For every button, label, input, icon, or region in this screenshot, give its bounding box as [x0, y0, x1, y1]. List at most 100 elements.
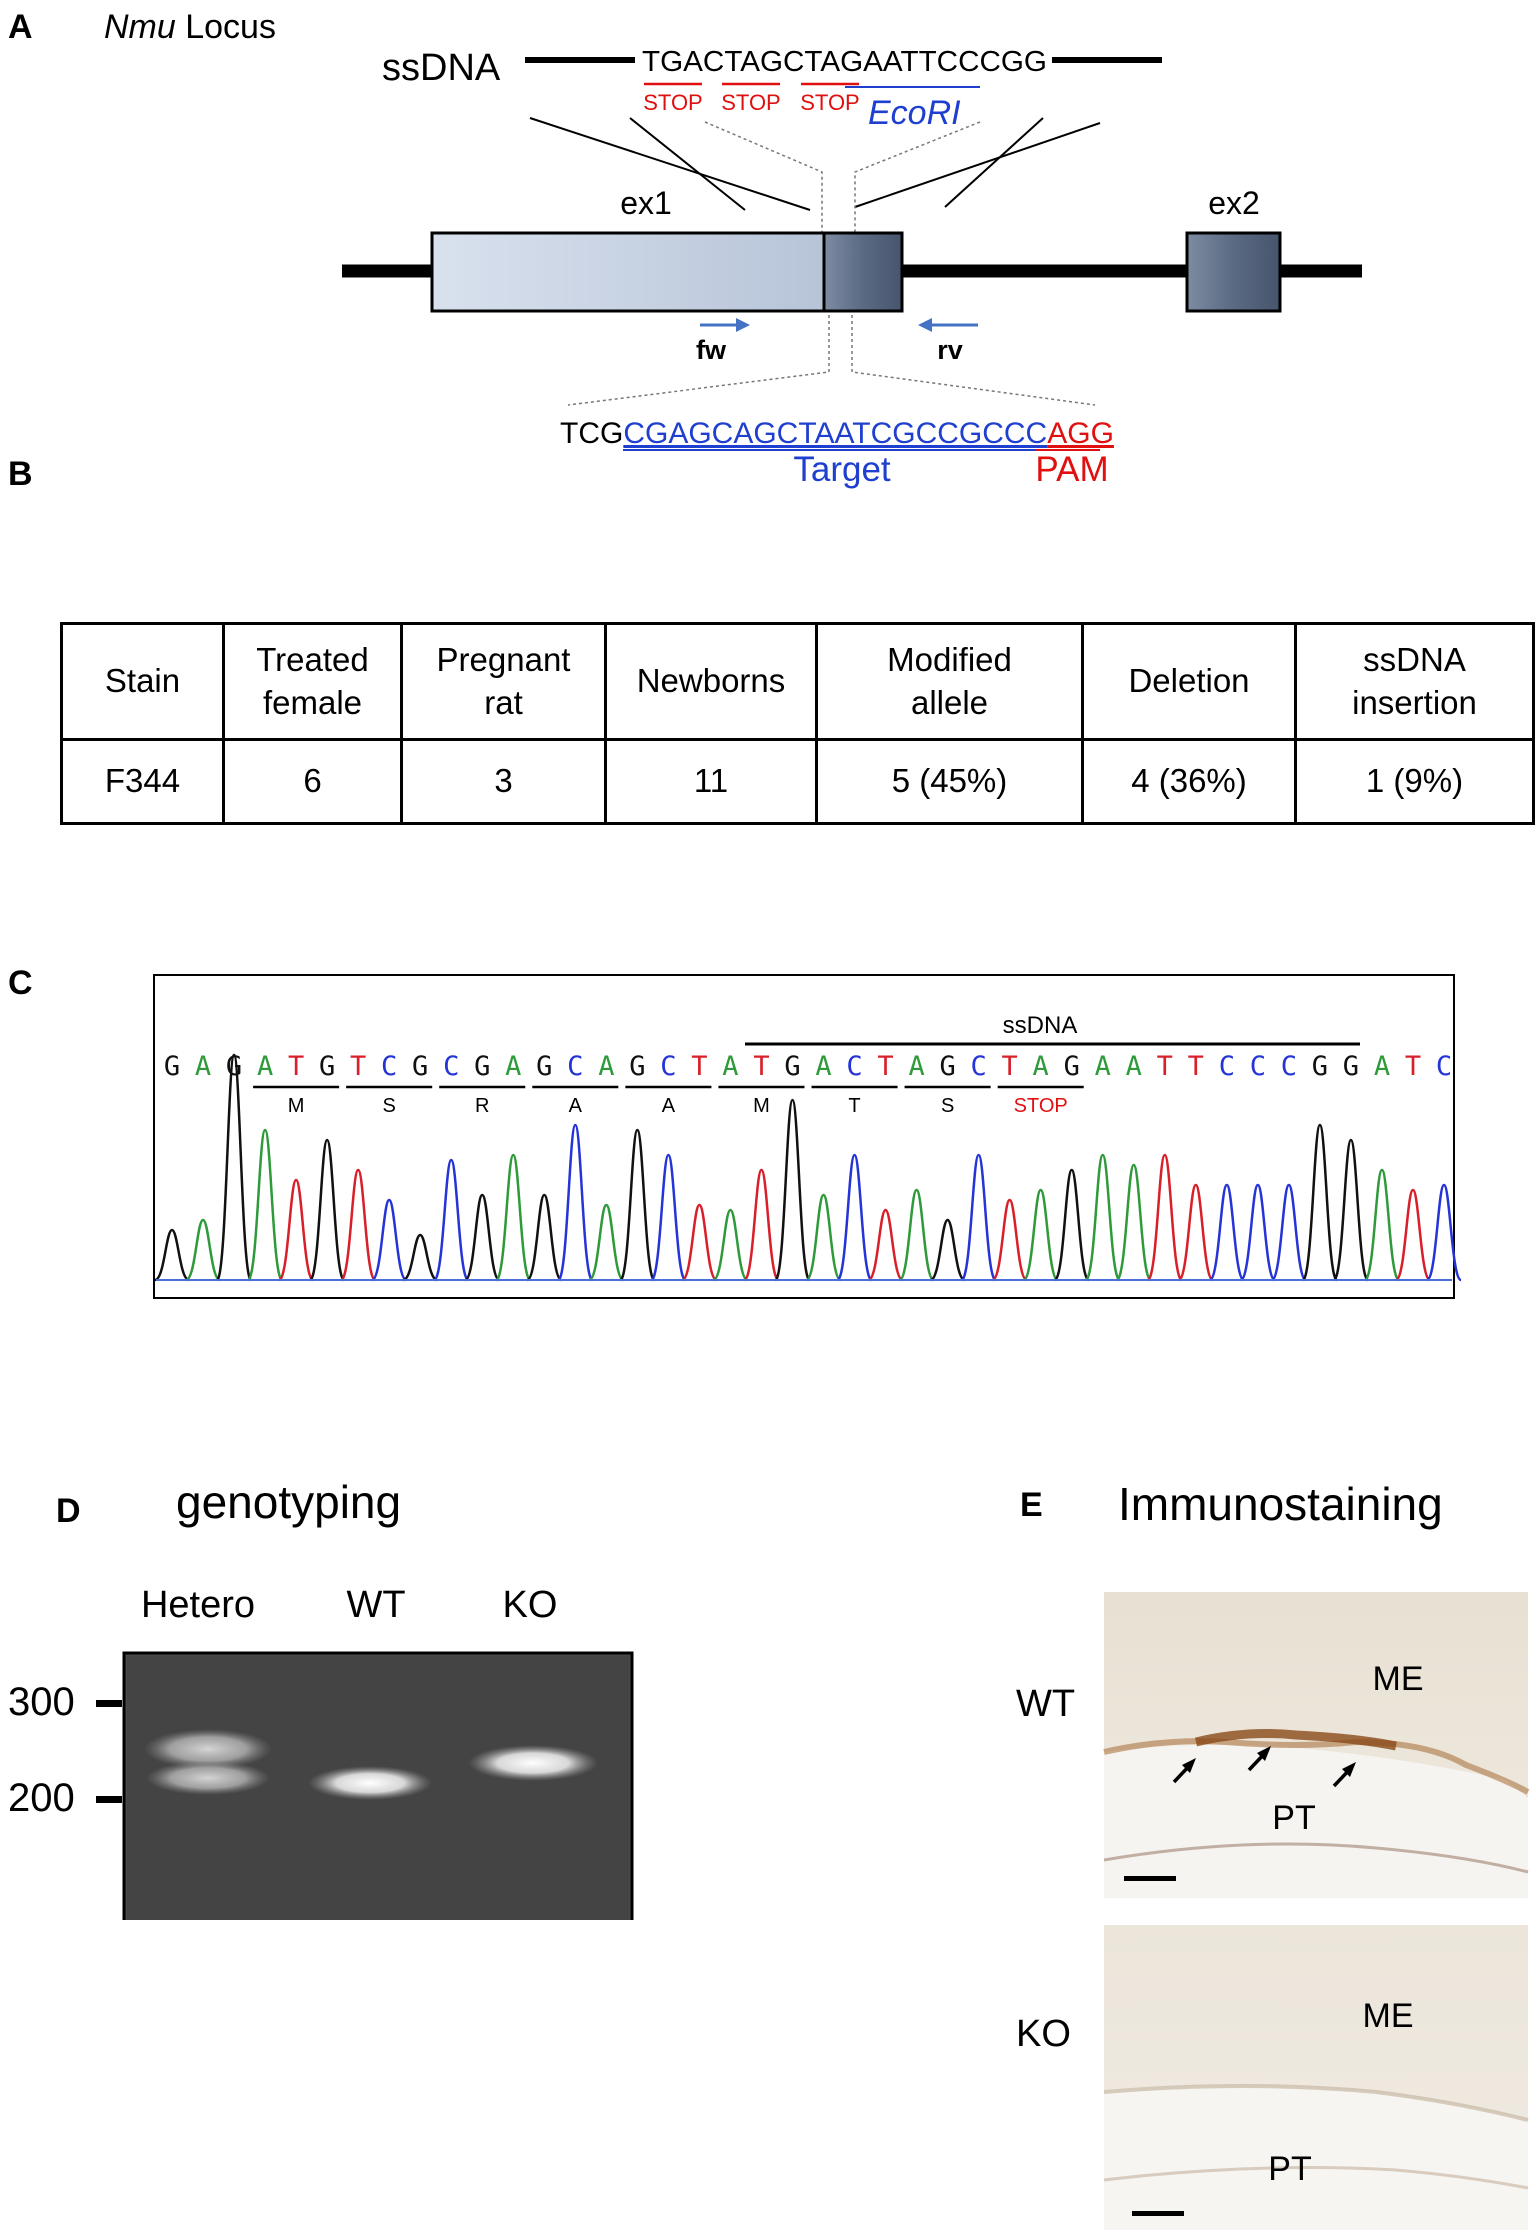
panel-d-title: genotyping [176, 1476, 401, 1528]
trace-peak [215, 1053, 253, 1282]
trace-peak [1053, 1168, 1090, 1282]
header-line: Treated [256, 640, 369, 678]
marker-tick [96, 1796, 122, 1803]
stop-label: STOP [721, 90, 781, 115]
stop-label: STOP [800, 90, 860, 115]
base-call: G [1343, 1051, 1359, 1082]
ssdna-bracket-label: ssDNA [1003, 1012, 1078, 1039]
codon-label: M [288, 1095, 305, 1117]
base-call: A [257, 1051, 273, 1082]
base-call: A [908, 1051, 924, 1082]
header-line: insertion [1352, 683, 1477, 721]
homology-line [529, 117, 811, 211]
scale-bar [1124, 1876, 1176, 1881]
marker-label: 300 [8, 1680, 75, 1724]
trace-peak [805, 1193, 842, 1282]
header-line: Deletion [1128, 662, 1250, 700]
marker-tick [96, 1700, 122, 1707]
base-call: C [381, 1051, 397, 1082]
target-prefix: TCG [560, 417, 623, 450]
table-cell: 3 [400, 738, 607, 825]
table-cell: 6 [222, 738, 403, 825]
table-header-row: Stain Treated female Pregnant rat Newborns… [60, 622, 1535, 741]
micrograph-wt: ME PT [1103, 1592, 1530, 1898]
ecori-label: EcoRI [868, 94, 961, 132]
codon-label: M [753, 1095, 770, 1117]
panel-c-letter: C [8, 964, 33, 1002]
table-header-cell: Treated female [222, 622, 403, 741]
trace-peak [1270, 1183, 1308, 1282]
ssdna-sequence: TGACTAGCTAGAATTCCCGG [642, 46, 1047, 78]
lane-label: KO [503, 1584, 558, 1626]
trace-peak [1363, 1168, 1401, 1282]
panel-d: D genotyping Hetero WT KO 300 200 [8, 1476, 634, 1920]
trace-peak [960, 1153, 997, 1282]
base-call: A [1374, 1051, 1390, 1082]
insertion-guide [854, 121, 981, 232]
homology-line [944, 117, 1044, 208]
base-call: A [1095, 1051, 1111, 1082]
results-table: Stain Treated female Pregnant rat Newborns… [60, 622, 1535, 825]
header-line: female [262, 683, 363, 721]
header-line: Pregnant [436, 640, 571, 678]
panel-a: A Nmu Locus ssDNA TGACTAGCTAGAATTCCCGG S… [8, 8, 1362, 493]
base-call: T [1157, 1051, 1173, 1082]
row-label-wt: WT [1016, 1683, 1075, 1725]
table-cell: 1 (9%) [1294, 738, 1535, 825]
panel-e-title: Immunostaining [1118, 1480, 1443, 1530]
target-pam: AGG [1047, 417, 1114, 450]
base-call: A [195, 1051, 211, 1082]
me-label-ko: ME [1363, 1997, 1414, 2035]
base-call: C [1219, 1051, 1235, 1082]
stop-label: STOP [643, 90, 703, 115]
codon-label: A [662, 1095, 676, 1117]
header-line: Stain [104, 662, 181, 700]
base-call: T [288, 1051, 304, 1082]
table-cell: F344 [60, 738, 225, 825]
base-call: C [443, 1051, 459, 1082]
header-line: Modified [887, 640, 1012, 678]
ssdna-label: ssDNA [382, 47, 501, 89]
panel-e-letter: E [1020, 1486, 1043, 1524]
base-call: C [567, 1051, 583, 1082]
exon2-label: ex2 [1208, 185, 1260, 221]
table-header-cell: Stain [60, 622, 225, 741]
trace-peak [1239, 1183, 1277, 1282]
trace-peak [991, 1198, 1028, 1282]
gel-band-hetero-upper [144, 1729, 272, 1769]
trace-peak [185, 1218, 221, 1282]
base-call: A [722, 1051, 738, 1082]
target-guide [851, 315, 1096, 406]
trace-peak [1146, 1153, 1184, 1282]
fw-primer-label: fw [696, 335, 727, 365]
table-header-cell: ssDNA insertion [1294, 622, 1535, 741]
trace-peak [308, 1138, 346, 1282]
header-line: Newborns [636, 662, 786, 700]
trace-peak [836, 1153, 873, 1282]
base-call: G [319, 1051, 335, 1082]
chromatogram-traces [154, 1053, 1463, 1282]
trace-peak [277, 1178, 315, 1282]
scale-bar [1132, 2211, 1184, 2216]
base-call: G [784, 1051, 800, 1082]
trace-peak [557, 1123, 594, 1282]
trace-peak [1208, 1183, 1246, 1282]
trace-peak [432, 1158, 470, 1282]
base-call: G [1064, 1051, 1080, 1082]
codon-label: T [848, 1095, 860, 1117]
codon-label: STOP [1014, 1095, 1068, 1117]
base-call: A [1033, 1051, 1049, 1082]
trace-peak [929, 1218, 966, 1282]
trace-peak [898, 1188, 935, 1282]
base-call: G [629, 1051, 645, 1082]
base-call: C [1436, 1051, 1452, 1082]
marker-label: 200 [8, 1776, 75, 1820]
trace-peak [681, 1203, 718, 1282]
table-header-cell: Newborns [604, 622, 818, 741]
arrow-icon [1332, 1762, 1356, 1788]
exon1-box [430, 231, 826, 313]
trace-peak [1301, 1123, 1339, 1282]
me-label-wt: ME [1373, 1660, 1424, 1698]
fw-primer-arrow-icon [700, 318, 750, 332]
